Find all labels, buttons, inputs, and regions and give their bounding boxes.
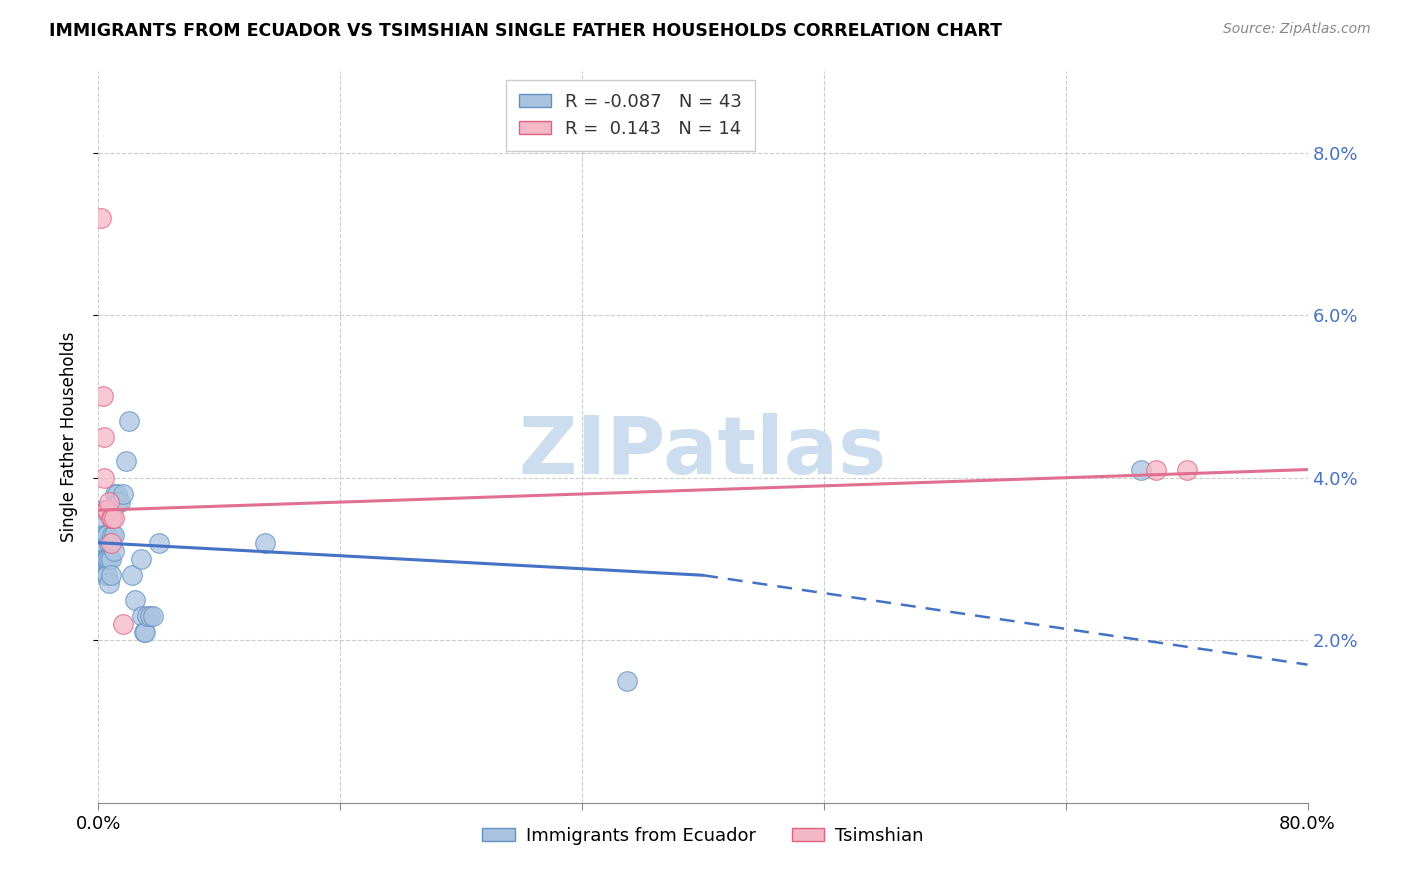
Point: [132, 625, 155, 640]
Text: ZIPatlas: ZIPatlas: [519, 413, 887, 491]
Point: [93, 527, 115, 541]
Text: Source: ZipAtlas.com: Source: ZipAtlas.com: [1223, 22, 1371, 37]
Point: [93, 430, 115, 444]
Point: [98, 576, 121, 591]
Point: [101, 511, 124, 525]
Point: [89, 552, 111, 566]
Point: [93, 552, 115, 566]
Point: [104, 487, 127, 501]
Point: [139, 608, 162, 623]
Point: [111, 487, 134, 501]
Point: [103, 511, 125, 525]
Point: [107, 495, 129, 509]
Point: [94, 503, 117, 517]
Point: [90, 535, 112, 549]
Point: [90, 544, 112, 558]
Point: [94, 552, 117, 566]
Point: [98, 552, 121, 566]
Point: [129, 552, 152, 566]
Point: [101, 511, 124, 525]
Point: [96, 568, 118, 582]
Point: [93, 471, 115, 485]
Point: [103, 544, 125, 558]
Legend: Immigrants from Ecuador, Tsimshian: Immigrants from Ecuador, Tsimshian: [475, 820, 931, 852]
Point: [1175, 462, 1198, 476]
Point: [121, 568, 143, 582]
Point: [1144, 462, 1167, 476]
Point: [103, 527, 125, 541]
Point: [105, 487, 128, 501]
Point: [91, 503, 114, 517]
Point: [96, 527, 118, 541]
Point: [91, 389, 114, 403]
Point: [100, 552, 122, 566]
Point: [114, 454, 136, 468]
Point: [118, 414, 141, 428]
Point: [98, 495, 121, 509]
Point: [96, 552, 118, 566]
Point: [124, 592, 146, 607]
Point: [94, 568, 117, 582]
Y-axis label: Single Father Households: Single Father Households: [59, 332, 77, 542]
Point: [98, 535, 121, 549]
Point: [616, 673, 638, 688]
Point: [108, 495, 131, 509]
Point: [131, 608, 153, 623]
Point: [142, 608, 165, 623]
Point: [1130, 462, 1153, 476]
Point: [93, 511, 115, 525]
Point: [96, 503, 118, 517]
Point: [148, 535, 170, 549]
Point: [100, 511, 122, 525]
Point: [134, 625, 156, 640]
Point: [101, 527, 124, 541]
Text: IMMIGRANTS FROM ECUADOR VS TSIMSHIAN SINGLE FATHER HOUSEHOLDS CORRELATION CHART: IMMIGRANTS FROM ECUADOR VS TSIMSHIAN SIN…: [49, 22, 1002, 40]
Point: [111, 617, 134, 632]
Point: [100, 568, 122, 582]
Point: [100, 535, 122, 549]
Point: [94, 527, 117, 541]
Point: [91, 535, 114, 549]
Point: [135, 608, 157, 623]
Point: [253, 535, 276, 549]
Point: [90, 211, 112, 225]
